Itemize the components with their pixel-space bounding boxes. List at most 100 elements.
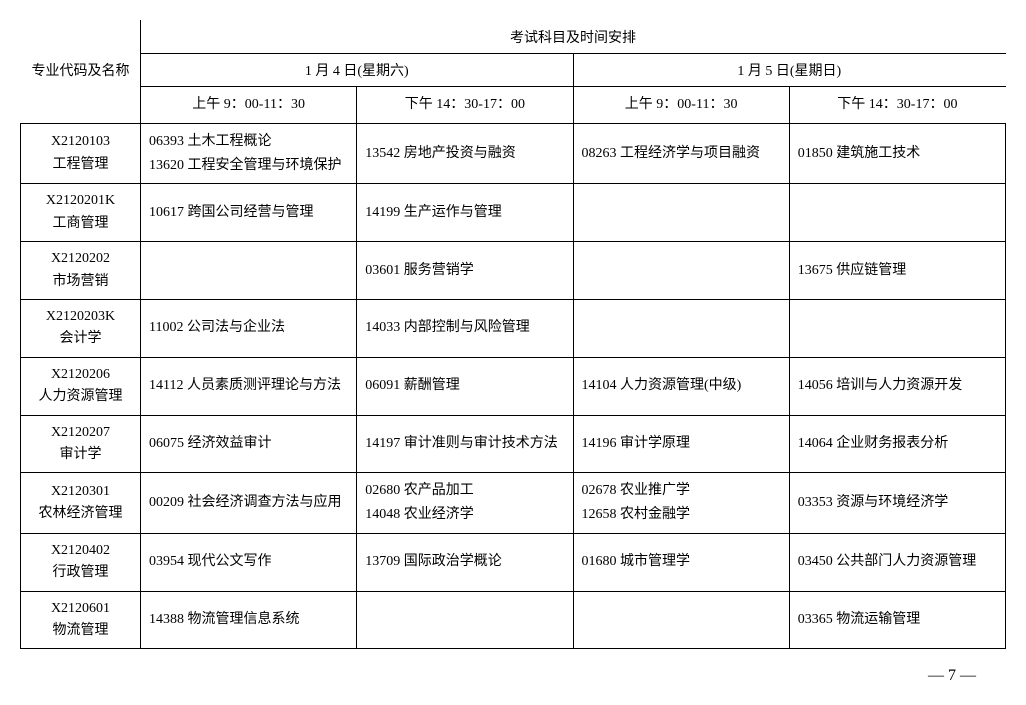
page-number: — 7 — <box>20 649 1006 685</box>
major-code: X2120301 <box>29 481 132 503</box>
major-cell: X2120206人力资源管理 <box>21 357 141 415</box>
col-header-slot1: 上午 9：00-11：30 <box>141 87 357 124</box>
course-cell-s3: 01680 城市管理学 <box>573 533 789 591</box>
course-line: 03954 现代公文写作 <box>149 550 348 574</box>
table-row: X2120203K会计学 11002 公司法与企业法 14033 内部控制与风险管理 <box>21 299 1006 357</box>
course-cell-s3 <box>573 184 789 242</box>
major-name: 工商管理 <box>29 213 132 235</box>
course-line: 06393 土木工程概论 <box>149 130 348 154</box>
course-line: 03353 资源与环境经济学 <box>798 491 997 515</box>
course-cell-s4: 03353 资源与环境经济学 <box>789 473 1005 534</box>
course-cell-s2: 06091 薪酬管理 <box>357 357 573 415</box>
course-cell-s4: 01850 建筑施工技术 <box>789 123 1005 184</box>
course-cell-s3: 14196 审计学原理 <box>573 415 789 473</box>
course-cell-s4: 03365 物流运输管理 <box>789 591 1005 649</box>
course-cell-s1: 14112 人员素质测评理论与方法 <box>141 357 357 415</box>
major-cell: X2120301农林经济管理 <box>21 473 141 534</box>
major-code: X2120103 <box>29 131 132 153</box>
course-cell-s3 <box>573 242 789 300</box>
exam-schedule-table: 专业代码及名称 考试科目及时间安排 1 月 4 日(星期六) 1 月 5 日(星… <box>20 20 1006 649</box>
course-line: 02680 农产品加工 <box>365 479 564 503</box>
course-cell-s3: 08263 工程经济学与项目融资 <box>573 123 789 184</box>
major-name: 行政管理 <box>29 562 132 584</box>
col-header-day1: 1 月 4 日(星期六) <box>141 54 574 87</box>
major-code: X2120402 <box>29 540 132 562</box>
col-header-major: 专业代码及名称 <box>21 21 141 124</box>
course-line: 11002 公司法与企业法 <box>149 316 348 340</box>
course-cell-s1: 00209 社会经济调查方法与应用 <box>141 473 357 534</box>
course-line: 13709 国际政治学概论 <box>365 550 564 574</box>
major-cell: X2120203K会计学 <box>21 299 141 357</box>
table-row: X2120201K工商管理 10617 跨国公司经营与管理 14199 生产运作与管… <box>21 184 1006 242</box>
course-cell-s1: 06393 土木工程概论13620 工程安全管理与环境保护 <box>141 123 357 184</box>
major-name: 物流管理 <box>29 620 132 642</box>
course-line: 14112 人员素质测评理论与方法 <box>149 374 348 398</box>
major-name: 人力资源管理 <box>29 386 132 408</box>
course-line: 14197 审计准则与审计技术方法 <box>365 432 564 456</box>
course-cell-s2: 14033 内部控制与风险管理 <box>357 299 573 357</box>
course-line: 03365 物流运输管理 <box>798 608 997 632</box>
table-row: X2120601物流管理 14388 物流管理信息系统 03365 物流运输管理 <box>21 591 1006 649</box>
course-line: 14056 培训与人力资源开发 <box>798 374 997 398</box>
course-cell-s2: 03601 服务营销学 <box>357 242 573 300</box>
course-cell-s1: 11002 公司法与企业法 <box>141 299 357 357</box>
course-cell-s1 <box>141 242 357 300</box>
course-cell-s2: 14197 审计准则与审计技术方法 <box>357 415 573 473</box>
major-name: 市场营销 <box>29 271 132 293</box>
table-row: X2120103工程管理06393 土木工程概论13620 工程安全管理与环境保… <box>21 123 1006 184</box>
major-name: 审计学 <box>29 444 132 466</box>
course-line: 03450 公共部门人力资源管理 <box>798 550 997 574</box>
major-cell: X2120201K工商管理 <box>21 184 141 242</box>
course-cell-s2 <box>357 591 573 649</box>
major-cell: X2120402行政管理 <box>21 533 141 591</box>
course-line: 02678 农业推广学 <box>582 479 781 503</box>
table-row: X2120206人力资源管理 14112 人员素质测评理论与方法 06091 薪酬管… <box>21 357 1006 415</box>
major-code: X2120206 <box>29 364 132 386</box>
major-name: 会计学 <box>29 328 132 350</box>
major-name: 工程管理 <box>29 154 132 176</box>
major-cell: X2120207审计学 <box>21 415 141 473</box>
course-line: 12658 农村金融学 <box>582 503 781 527</box>
course-line: 06075 经济效益审计 <box>149 432 348 456</box>
course-cell-s1: 03954 现代公文写作 <box>141 533 357 591</box>
major-code: X2120201K <box>29 190 132 212</box>
course-line: 14048 农业经济学 <box>365 503 564 527</box>
course-cell-s4: 13675 供应链管理 <box>789 242 1005 300</box>
course-line: 14064 企业财务报表分析 <box>798 432 997 456</box>
course-cell-s3 <box>573 591 789 649</box>
course-line: 14033 内部控制与风险管理 <box>365 316 564 340</box>
major-cell: X2120103工程管理 <box>21 123 141 184</box>
major-name: 农林经济管理 <box>29 503 132 525</box>
table-row: X2120402行政管理 03954 现代公文写作 13709 国际政治学概论 016… <box>21 533 1006 591</box>
course-line: 13675 供应链管理 <box>798 259 997 283</box>
course-line: 14199 生产运作与管理 <box>365 201 564 225</box>
course-cell-s2: 13709 国际政治学概论 <box>357 533 573 591</box>
course-cell-s3: 02678 农业推广学12658 农村金融学 <box>573 473 789 534</box>
course-line: 14104 人力资源管理(中级) <box>582 374 781 398</box>
major-code: X2120601 <box>29 598 132 620</box>
course-line: 01680 城市管理学 <box>582 550 781 574</box>
course-cell-s3 <box>573 299 789 357</box>
major-code: X2120202 <box>29 248 132 270</box>
course-line: 08263 工程经济学与项目融资 <box>582 142 781 166</box>
course-cell-s4 <box>789 299 1005 357</box>
course-cell-s4: 14056 培训与人力资源开发 <box>789 357 1005 415</box>
col-header-slot2: 下午 14：30-17：00 <box>357 87 573 124</box>
course-cell-s2: 13542 房地产投资与融资 <box>357 123 573 184</box>
course-cell-s1: 14388 物流管理信息系统 <box>141 591 357 649</box>
table-row: X2120202市场营销 03601 服务营销学 13675 供应链管理 <box>21 242 1006 300</box>
course-cell-s1: 06075 经济效益审计 <box>141 415 357 473</box>
course-cell-s2: 14199 生产运作与管理 <box>357 184 573 242</box>
course-cell-s4: 03450 公共部门人力资源管理 <box>789 533 1005 591</box>
course-line: 14196 审计学原理 <box>582 432 781 456</box>
col-header-slot3: 上午 9：00-11：30 <box>573 87 789 124</box>
course-cell-s3: 14104 人力资源管理(中级) <box>573 357 789 415</box>
table-row: X2120207审计学 06075 经济效益审计 14197 审计准则与审计技术方法… <box>21 415 1006 473</box>
major-code: X2120207 <box>29 422 132 444</box>
course-line: 06091 薪酬管理 <box>365 374 564 398</box>
col-header-day2: 1 月 5 日(星期日) <box>573 54 1006 87</box>
course-line: 13542 房地产投资与融资 <box>365 142 564 166</box>
course-line: 10617 跨国公司经营与管理 <box>149 201 348 225</box>
course-cell-s1: 10617 跨国公司经营与管理 <box>141 184 357 242</box>
course-line: 14388 物流管理信息系统 <box>149 608 348 632</box>
